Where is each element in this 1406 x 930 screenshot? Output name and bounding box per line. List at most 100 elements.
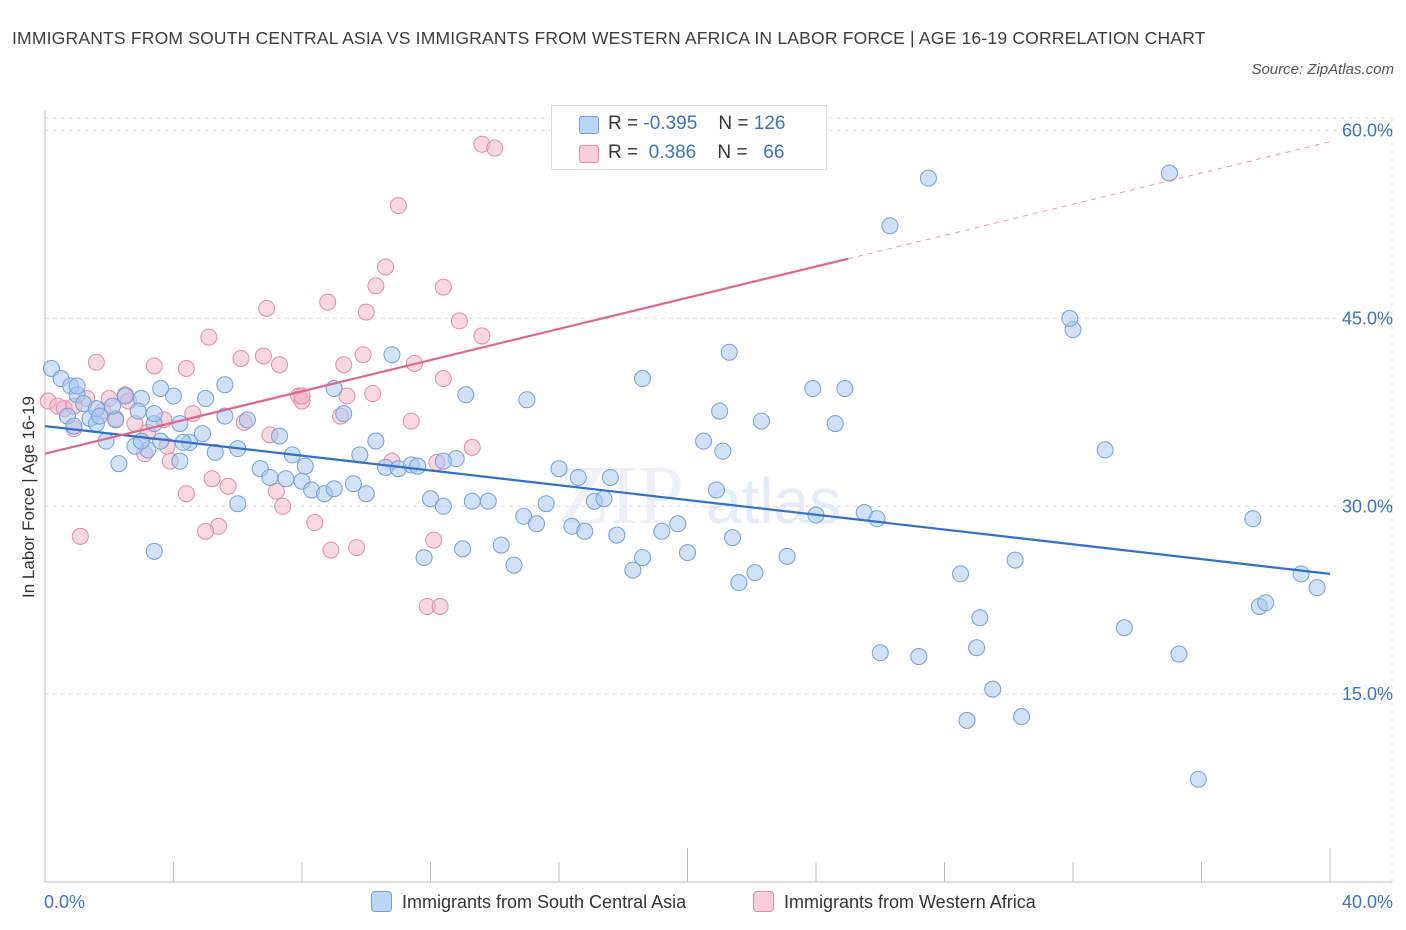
y-tick-label: 45.0% [1342, 308, 1393, 328]
point-western-africa [348, 539, 366, 557]
trend-line-western-africa-extension [848, 141, 1331, 260]
point-south-central-asia [110, 455, 128, 473]
point-western-africa [431, 597, 449, 615]
point-south-central-asia [1013, 708, 1031, 726]
point-south-central-asia [958, 711, 976, 729]
legend-n-label: N = [717, 142, 748, 163]
point-western-africa [232, 349, 250, 367]
point-south-central-asia [171, 415, 189, 433]
point-south-central-asia [826, 415, 844, 433]
point-south-central-asia [971, 609, 989, 627]
legend-r-label: R = [608, 142, 639, 163]
y-tick-label: 30.0% [1342, 496, 1393, 516]
series-name-pink: Immigrants from Western Africa [784, 892, 1036, 912]
point-south-central-asia [335, 405, 353, 423]
watermark-atlas: atlas [706, 465, 841, 537]
point-south-central-asia [238, 411, 256, 429]
legend-n-value: 66 [763, 142, 785, 163]
point-south-central-asia [537, 495, 555, 513]
point-south-central-asia [1170, 645, 1188, 663]
series-swatch-pink [753, 891, 774, 912]
series-name-blue: Immigrants from South Central Asia [402, 892, 687, 912]
point-south-central-asia [492, 536, 510, 554]
point-western-africa [322, 541, 340, 559]
point-western-africa [357, 303, 375, 321]
point-western-africa [389, 197, 407, 215]
point-south-central-asia [1096, 441, 1114, 459]
point-western-africa [364, 385, 382, 403]
point-western-africa [203, 470, 221, 488]
point-south-central-asia [457, 386, 475, 404]
chart-title: IMMIGRANTS FROM SOUTH CENTRAL ASIA VS IM… [12, 28, 1206, 48]
point-south-central-asia [193, 425, 211, 443]
point-south-central-asia [707, 481, 725, 499]
point-western-africa [434, 370, 452, 388]
point-south-central-asia [778, 547, 796, 565]
point-south-central-asia [695, 432, 713, 450]
point-south-central-asia [653, 522, 671, 540]
series-legend-blue: Immigrants from South Central Asia [371, 888, 686, 916]
point-south-central-asia [919, 169, 937, 187]
point-south-central-asia [171, 452, 189, 470]
point-western-africa [254, 347, 272, 365]
point-south-central-asia [910, 648, 928, 666]
points-western-africa [39, 135, 504, 615]
point-south-central-asia [1061, 309, 1079, 327]
point-western-africa [258, 299, 276, 317]
point-western-africa [306, 514, 324, 532]
point-south-central-asia [271, 427, 289, 445]
point-south-central-asia [197, 390, 215, 408]
source-credit: Source: ZipAtlas.com [1251, 61, 1394, 78]
point-south-central-asia [595, 490, 613, 508]
point-south-central-asia [91, 407, 109, 425]
point-south-central-asia [730, 574, 748, 592]
point-south-central-asia [325, 480, 343, 498]
legend-r-label: R = [608, 113, 639, 134]
point-south-central-asia [624, 561, 642, 579]
point-south-central-asia [968, 639, 986, 657]
point-south-central-asia [145, 542, 163, 560]
point-western-africa [319, 293, 337, 311]
point-south-central-asia [216, 376, 234, 394]
point-south-central-asia [1257, 594, 1275, 612]
point-south-central-asia [165, 387, 182, 405]
points-south-central-asia [42, 164, 1326, 788]
point-south-central-asia [1308, 579, 1326, 597]
x-tick-min: 0.0% [44, 892, 86, 912]
point-south-central-asia [415, 549, 433, 567]
point-western-africa [335, 356, 353, 374]
point-south-central-asia [296, 457, 314, 475]
point-western-africa [367, 277, 385, 295]
point-south-central-asia [1006, 551, 1024, 569]
legend-swatch-blue [579, 116, 599, 134]
point-western-africa [177, 485, 195, 503]
point-western-africa [145, 357, 163, 375]
point-south-central-asia [145, 405, 163, 423]
point-south-central-asia [383, 346, 401, 364]
point-south-central-asia [1189, 770, 1207, 788]
point-south-central-asia [746, 564, 764, 582]
point-south-central-asia [434, 497, 452, 515]
point-south-central-asia [68, 377, 86, 395]
legend-r-value: -0.395 [643, 113, 698, 134]
point-western-africa [267, 482, 285, 500]
stats-legend: R = -0.395 N = 126 R = 0.386 N = 66 [551, 105, 827, 170]
point-south-central-asia [351, 446, 369, 464]
point-south-central-asia [515, 507, 533, 525]
point-south-central-asia [277, 470, 295, 488]
point-south-central-asia [984, 680, 1002, 698]
point-western-africa [271, 356, 289, 374]
point-western-africa [219, 477, 237, 495]
point-south-central-asia [409, 457, 427, 475]
point-western-africa [425, 531, 443, 549]
point-south-central-asia [454, 540, 472, 558]
point-south-central-asia [752, 412, 770, 430]
point-south-central-asia [518, 391, 536, 409]
trend-line-western-africa [44, 257, 849, 455]
point-western-africa [177, 359, 195, 377]
point-western-africa [402, 412, 420, 430]
point-western-africa [486, 139, 504, 157]
point-south-central-asia [357, 485, 375, 503]
point-south-central-asia [103, 397, 121, 415]
